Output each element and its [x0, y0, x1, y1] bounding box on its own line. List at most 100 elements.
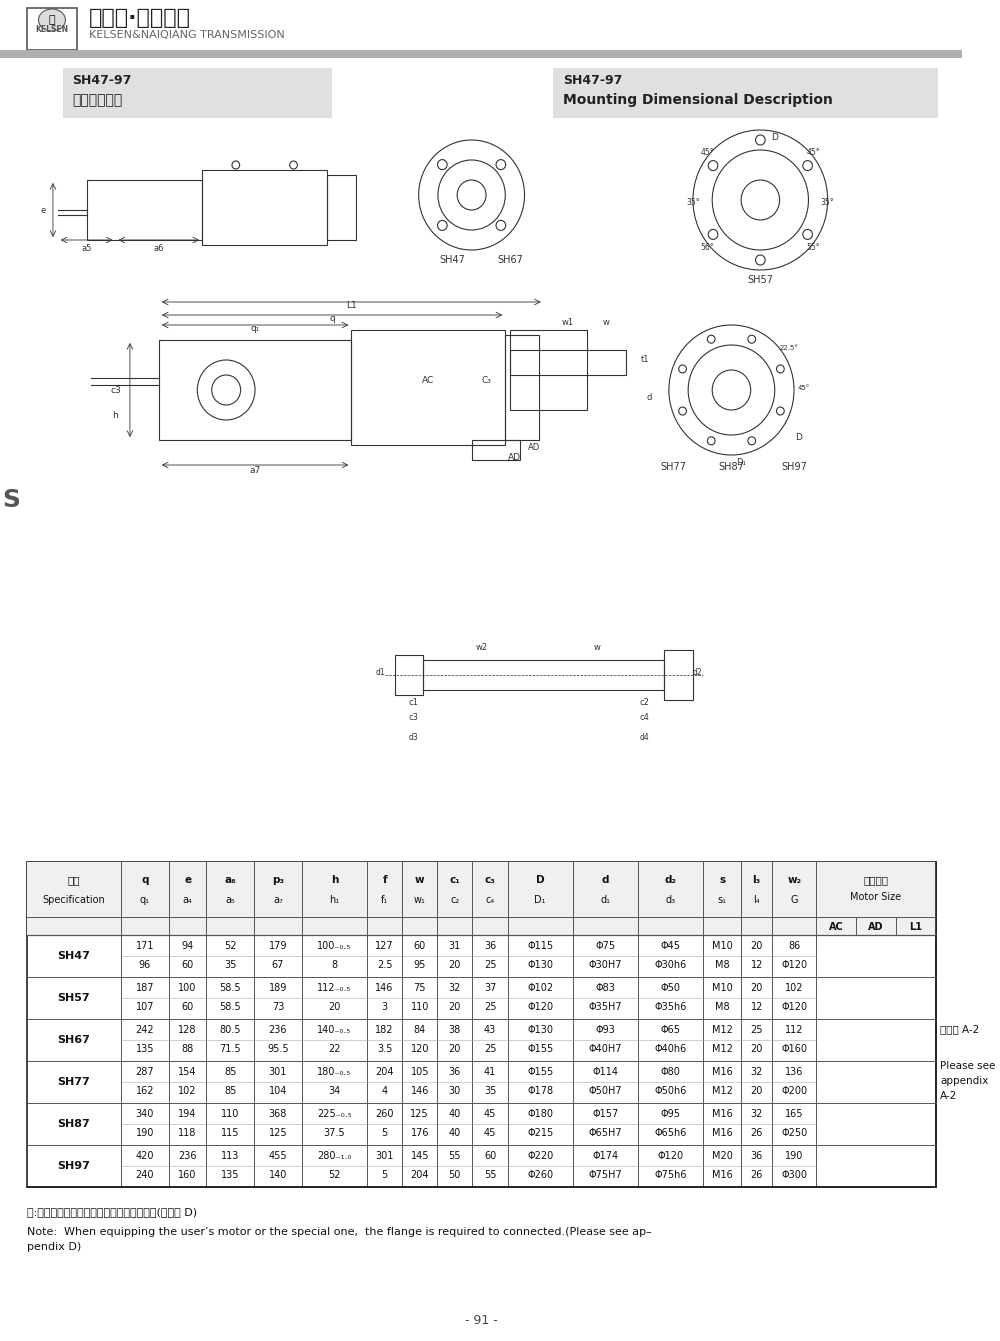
Text: 41: 41	[484, 1067, 496, 1077]
Text: 179: 179	[269, 941, 287, 951]
Text: SH87: SH87	[58, 1118, 90, 1129]
Text: 25: 25	[484, 1002, 496, 1012]
Text: D₁: D₁	[736, 459, 746, 467]
Text: SH47: SH47	[58, 951, 90, 961]
Text: 102: 102	[785, 983, 804, 994]
Text: Φ65h6: Φ65h6	[655, 1128, 687, 1139]
Text: 20: 20	[328, 1002, 341, 1012]
Text: c2: c2	[640, 699, 650, 707]
Text: 8: 8	[331, 960, 337, 971]
Text: 127: 127	[375, 941, 394, 951]
Text: C₃: C₃	[481, 375, 491, 385]
Text: 4: 4	[382, 1086, 388, 1096]
Text: 3: 3	[382, 1002, 388, 1012]
Text: h₁: h₁	[329, 894, 339, 905]
Text: 112₋₀.₅: 112₋₀.₅	[317, 983, 352, 994]
Text: 37.5: 37.5	[324, 1128, 345, 1139]
Text: 189: 189	[269, 983, 287, 994]
Text: AD: AD	[508, 453, 521, 463]
Text: Φ35h6: Φ35h6	[655, 1002, 687, 1012]
Text: 52: 52	[224, 941, 236, 951]
Text: 190: 190	[136, 1128, 154, 1139]
Text: 5: 5	[381, 1171, 388, 1180]
Text: 125: 125	[410, 1109, 429, 1120]
Text: 3.5: 3.5	[377, 1045, 392, 1054]
Text: c4: c4	[640, 713, 650, 721]
Text: AD: AD	[528, 443, 540, 452]
Text: 注:电机需方配或配特殊电机时需加联接法兰(见附录 D): 注:电机需方配或配特殊电机时需加联接法兰(见附录 D)	[27, 1207, 197, 1218]
Text: SH97: SH97	[58, 1161, 90, 1171]
Text: SH47-97: SH47-97	[72, 74, 132, 87]
Text: d2: d2	[693, 668, 703, 677]
Text: 204: 204	[410, 1171, 429, 1180]
Text: a7: a7	[249, 465, 261, 475]
Text: 20: 20	[750, 1086, 763, 1096]
Text: Φ250: Φ250	[781, 1128, 807, 1139]
Text: 171: 171	[136, 941, 154, 951]
Text: q₁: q₁	[140, 894, 150, 905]
Text: 45°: 45°	[701, 148, 714, 157]
Text: pendix D): pendix D)	[27, 1242, 81, 1252]
Text: d₂: d₂	[665, 874, 677, 885]
Text: Φ300: Φ300	[781, 1171, 807, 1180]
Text: 260: 260	[375, 1109, 394, 1120]
Text: 40: 40	[449, 1128, 461, 1139]
Text: 71.5: 71.5	[219, 1045, 241, 1054]
Bar	[395, 654, 423, 695]
Text: Φ50h6: Φ50h6	[655, 1086, 687, 1096]
Text: 35: 35	[484, 1086, 496, 1096]
Text: 36: 36	[751, 1152, 763, 1161]
Text: Φ65: Φ65	[661, 1026, 681, 1035]
Text: w2: w2	[475, 642, 487, 652]
Text: 34: 34	[328, 1086, 341, 1096]
Text: AD: AD	[868, 923, 884, 932]
Text: Φ30H7: Φ30H7	[589, 960, 622, 971]
Text: SH57: SH57	[747, 275, 773, 286]
Text: 107: 107	[136, 1002, 154, 1012]
Text: d: d	[602, 874, 609, 885]
Text: SH47-97: SH47-97	[563, 74, 622, 87]
Bar	[505, 335, 539, 440]
Text: 102: 102	[178, 1086, 197, 1096]
Text: d: d	[647, 393, 652, 402]
Text: 140: 140	[269, 1171, 287, 1180]
Text: 20: 20	[449, 1002, 461, 1012]
Text: Φ180: Φ180	[527, 1109, 553, 1120]
Text: 287: 287	[136, 1067, 154, 1077]
Text: 118: 118	[178, 1128, 197, 1139]
Text: e: e	[41, 205, 46, 215]
Text: 见附录 A-2: 见附录 A-2	[940, 1025, 980, 1034]
Text: 146: 146	[411, 1086, 429, 1096]
Text: 35°: 35°	[821, 198, 835, 207]
Text: 45°: 45°	[798, 385, 810, 392]
Text: w₁: w₁	[414, 894, 426, 905]
Text: 73: 73	[272, 1002, 284, 1012]
Text: 32: 32	[449, 983, 461, 994]
Text: 104: 104	[269, 1086, 287, 1096]
Text: D: D	[771, 133, 778, 142]
Text: 30: 30	[449, 1086, 461, 1096]
Text: Φ120: Φ120	[781, 1002, 807, 1012]
Text: Φ155: Φ155	[527, 1067, 553, 1077]
Text: q: q	[141, 874, 149, 885]
Text: 60: 60	[484, 1152, 496, 1161]
Text: 20: 20	[750, 941, 763, 951]
Text: AC: AC	[422, 375, 434, 385]
Text: M20: M20	[712, 1152, 733, 1161]
Text: M8: M8	[715, 960, 729, 971]
Bar	[63, 68, 332, 118]
Text: c₂: c₂	[450, 894, 459, 905]
Text: Φ130: Φ130	[527, 1026, 553, 1035]
Text: a₆: a₆	[224, 874, 236, 885]
Text: 20: 20	[449, 960, 461, 971]
Text: 100₋₀.₅: 100₋₀.₅	[317, 941, 351, 951]
Text: 🐕: 🐕	[49, 15, 55, 25]
Text: 160: 160	[178, 1171, 197, 1180]
Text: 146: 146	[375, 983, 394, 994]
Text: Φ155: Φ155	[527, 1045, 553, 1054]
Text: 55: 55	[449, 1152, 461, 1161]
Text: 301: 301	[269, 1067, 287, 1077]
Text: 26: 26	[750, 1171, 763, 1180]
Text: 136: 136	[785, 1067, 804, 1077]
Text: SH97: SH97	[781, 463, 807, 472]
